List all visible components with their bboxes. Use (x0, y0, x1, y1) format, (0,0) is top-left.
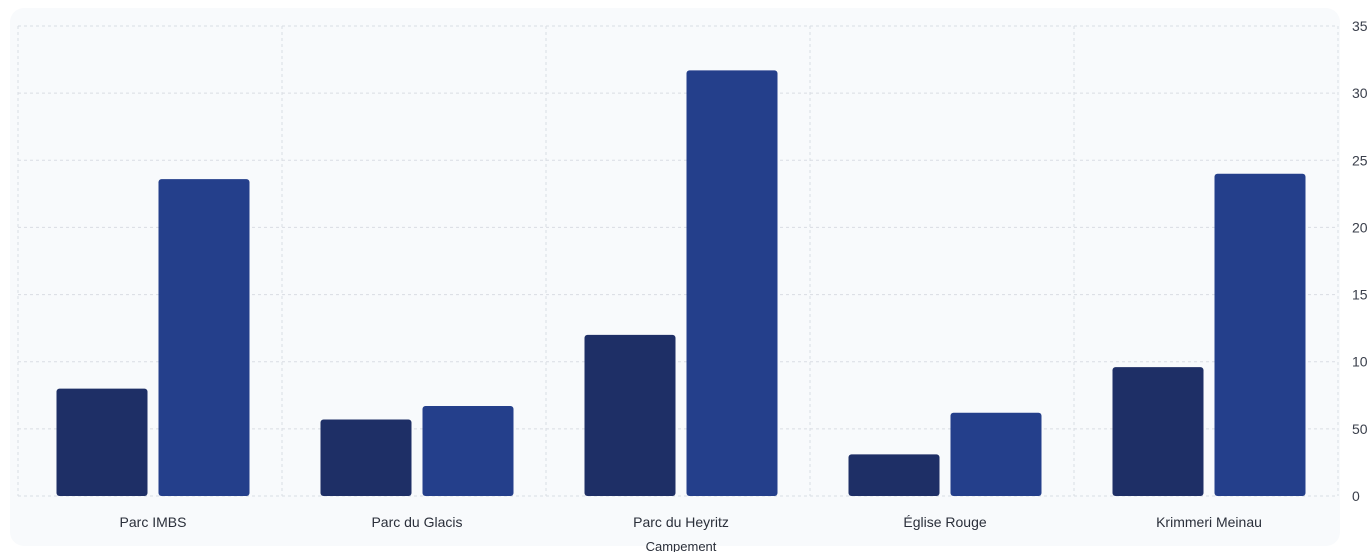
bar-1-0[interactable] (56, 388, 148, 496)
y-tick-label: 300 (1352, 85, 1367, 101)
y-tick-label: 50 (1352, 421, 1367, 437)
bar-2-1[interactable] (422, 406, 514, 496)
bar-2-4[interactable] (1214, 173, 1306, 496)
bar-2-0[interactable] (158, 179, 250, 497)
x-tick-label: Église Rouge (903, 514, 986, 530)
x-tick-label: Parc IMBS (120, 514, 187, 530)
x-tick-label: Parc du Glacis (371, 514, 462, 530)
y-tick-label: 150 (1352, 287, 1367, 303)
bar-1-1[interactable] (320, 419, 412, 496)
bar-1-3[interactable] (848, 454, 940, 496)
x-tick-label: Parc du Heyritz (633, 514, 729, 530)
y-tick-label: 0 (1352, 488, 1360, 504)
y-tick-label: 100 (1352, 354, 1367, 370)
bar-2-2[interactable] (686, 70, 778, 497)
plot-panel (10, 8, 1340, 546)
bar-2-3[interactable] (950, 412, 1042, 496)
x-tick-label: Krimmeri Meinau (1156, 514, 1262, 530)
x-axis-title: Campement (646, 539, 717, 552)
bar-1-2[interactable] (584, 334, 676, 496)
bar-1-4[interactable] (1112, 367, 1204, 496)
y-tick-label: 200 (1352, 219, 1367, 235)
y-tick-label: 250 (1352, 152, 1367, 168)
y-tick-label: 350 (1352, 18, 1367, 34)
